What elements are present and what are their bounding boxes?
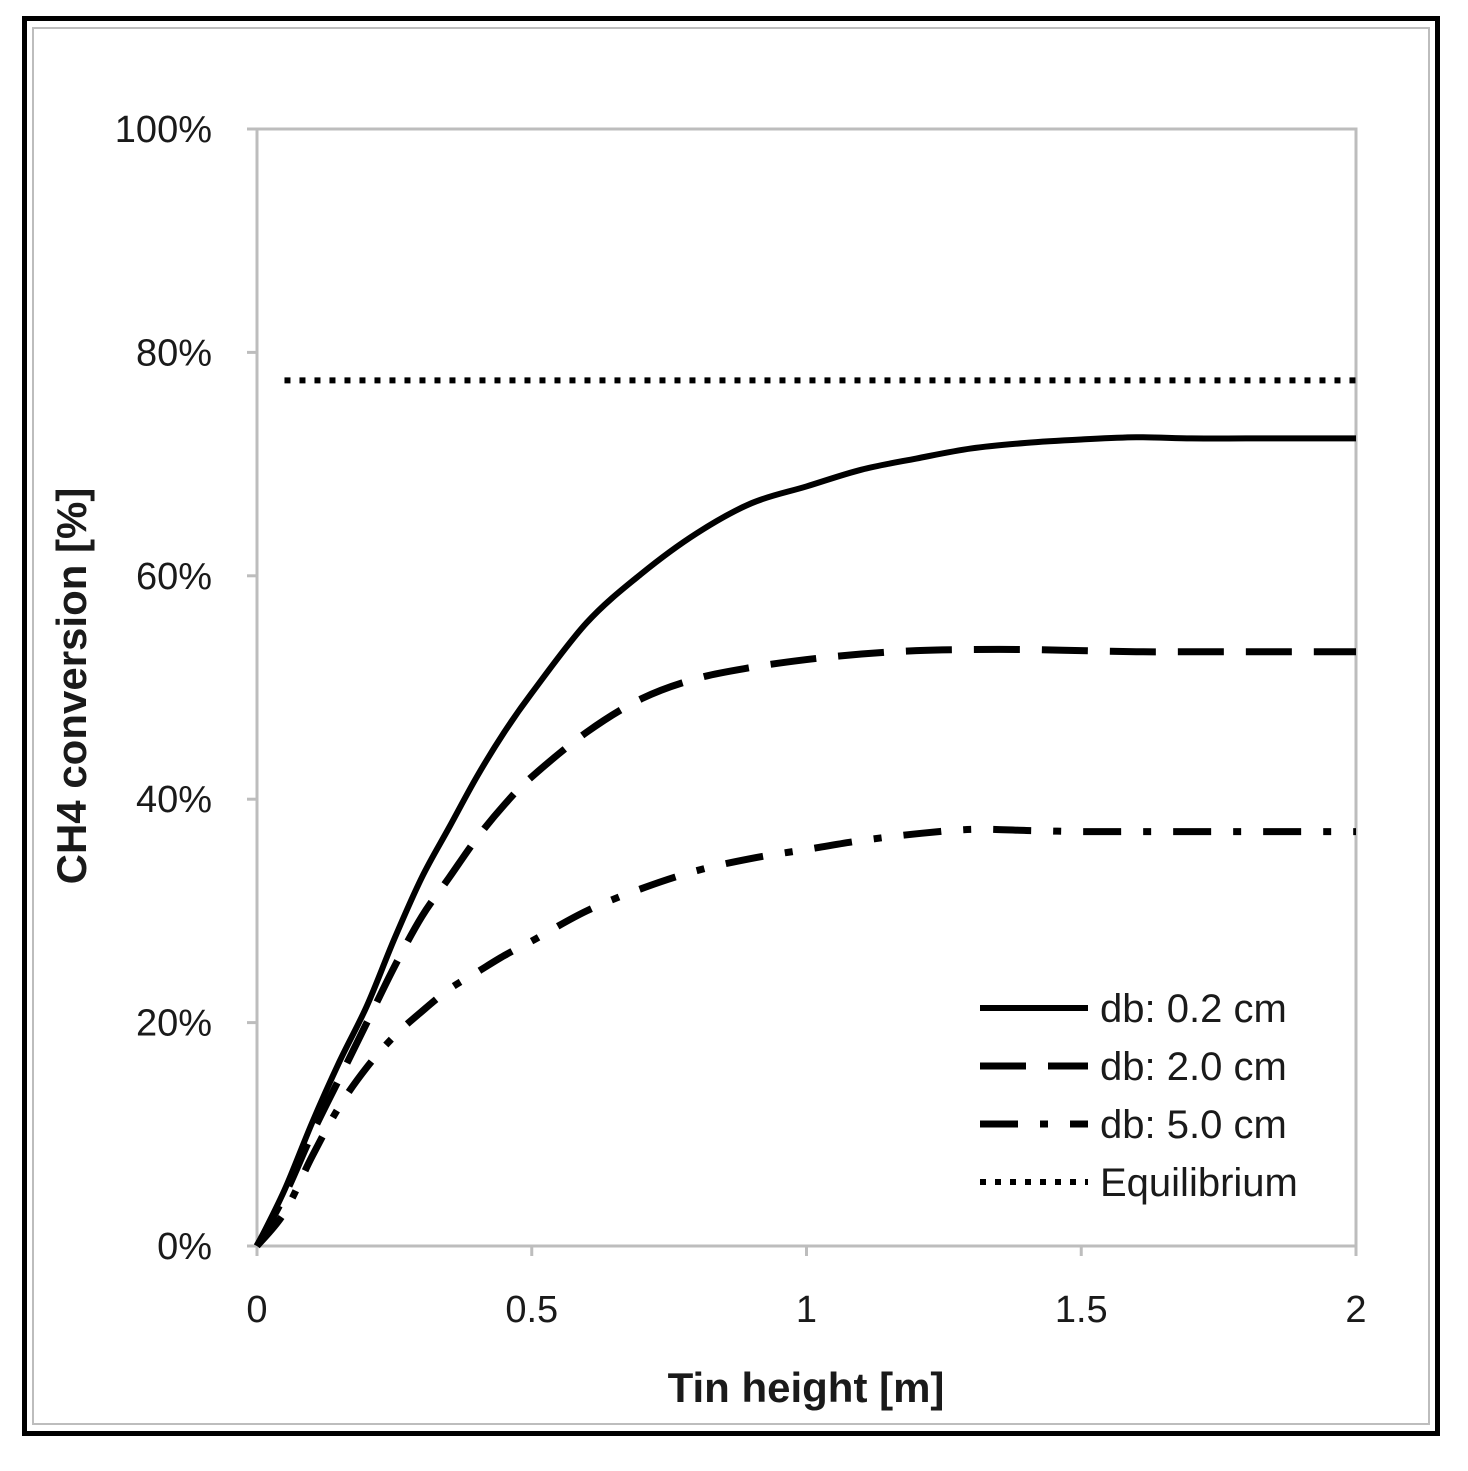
y-axis-title: CH4 conversion [%] <box>48 488 95 885</box>
series-lines <box>253 377 1356 1249</box>
tick-labels: 0% 20% 40% 60% 80% 100% 0 0.5 1 1.5 2 <box>115 109 1367 1331</box>
legend-label: db: 0.2 cm <box>1100 987 1287 1031</box>
chart-area-border <box>32 27 1430 1425</box>
y-tick-label: 20% <box>136 1003 212 1045</box>
series-line-2 <box>254 825 1356 1249</box>
axes <box>247 127 1358 1256</box>
x-tick-label: 0 <box>246 1289 267 1331</box>
legend-label: Equilibrium <box>1100 1161 1298 1205</box>
y-tick-label: 80% <box>136 332 212 374</box>
series-line-1 <box>253 645 1356 1248</box>
x-tick-label: 0.5 <box>505 1289 558 1331</box>
y-tick-label: 100% <box>115 109 212 151</box>
legend-label: db: 2.0 cm <box>1100 1045 1287 1089</box>
y-tick-label: 40% <box>136 779 212 821</box>
series-line-0 <box>254 434 1356 1248</box>
x-tick-label: 1.5 <box>1055 1289 1108 1331</box>
x-tick-label: 1 <box>796 1289 817 1331</box>
y-tick-label: 0% <box>157 1226 212 1268</box>
legend: db: 0.2 cm db: 2.0 cm db: 5.0 cm Equilibriu… <box>980 987 1298 1205</box>
y-tick-label: 60% <box>136 556 212 598</box>
x-axis-title: Tin height [m] <box>668 1364 945 1411</box>
x-tick-label: 2 <box>1345 1289 1366 1331</box>
legend-label: db: 5.0 cm <box>1100 1103 1287 1147</box>
